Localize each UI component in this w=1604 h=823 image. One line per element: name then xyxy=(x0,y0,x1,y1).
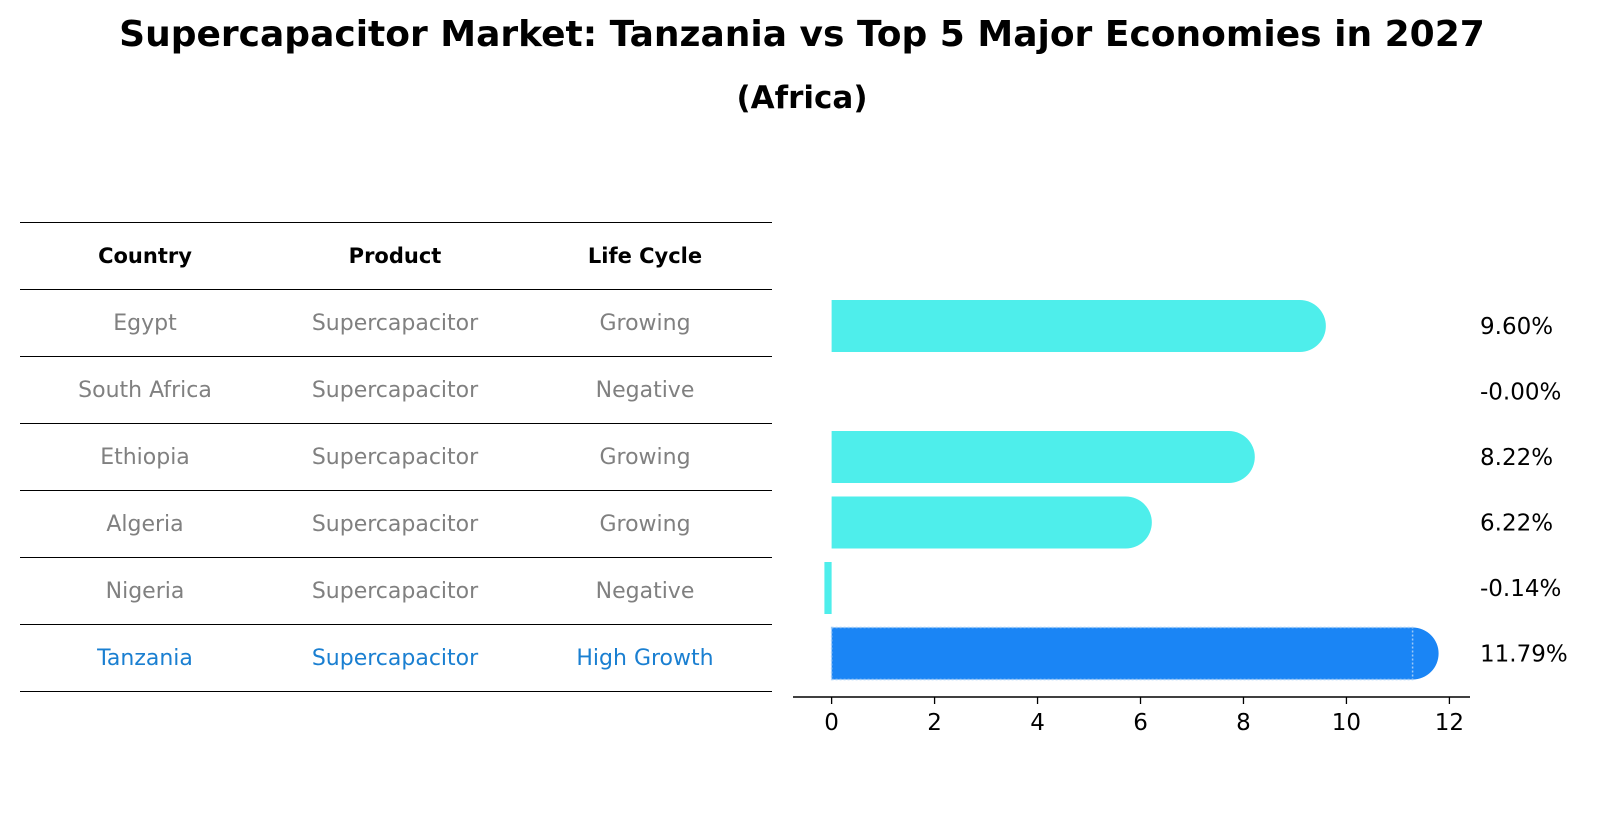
bar-tanzania xyxy=(831,627,1439,680)
cell-product: Supercapacitor xyxy=(311,645,479,671)
cell-product: Supercapacitor xyxy=(311,511,479,537)
chart-title: Supercapacitor Market: Tanzania vs Top 5… xyxy=(119,14,1485,55)
x-tick-label: 10 xyxy=(1332,710,1361,736)
table-row: South Africa Supercapacitor Negative xyxy=(20,356,772,423)
cell-country: South Africa xyxy=(78,377,212,403)
table-row: Nigeria Supercapacitor Negative xyxy=(20,557,772,624)
bar-egypt xyxy=(831,300,1326,352)
x-tick-label: 6 xyxy=(1133,710,1148,736)
value-label-ethiopia: 8.22% xyxy=(1480,445,1553,471)
table-header-row: Country Product Life Cycle xyxy=(20,222,772,289)
cell-country: Ethiopia xyxy=(100,444,190,470)
cell-product: Supercapacitor xyxy=(311,578,479,604)
x-tick-label: 0 xyxy=(824,710,839,736)
cell-product: Supercapacitor xyxy=(311,377,479,403)
header-life-cycle: Life Cycle xyxy=(587,244,703,268)
header-country: Country xyxy=(98,244,192,268)
cell-product: Supercapacitor xyxy=(311,310,479,336)
cell-country: Egypt xyxy=(113,310,177,336)
value-label-tanzania: 11.79% xyxy=(1480,642,1568,668)
value-label-nigeria: -0.14% xyxy=(1480,576,1561,602)
cell-life-cycle: Growing xyxy=(599,310,691,336)
cell-country: Nigeria xyxy=(105,578,185,604)
cell-life-cycle: Negative xyxy=(595,377,695,403)
table-row: Ethiopia Supercapacitor Growing xyxy=(20,423,772,490)
table-row: Algeria Supercapacitor Growing xyxy=(20,490,772,557)
x-tick-label: 12 xyxy=(1435,710,1464,736)
cell-life-cycle: Growing xyxy=(599,511,691,537)
cell-life-cycle: Growing xyxy=(599,444,691,470)
value-label-egypt: 9.60% xyxy=(1480,314,1553,340)
table-row: Egypt Supercapacitor Growing xyxy=(20,289,772,356)
bar-ethiopia xyxy=(831,431,1255,483)
header-product: Product xyxy=(348,244,442,268)
cell-product: Supercapacitor xyxy=(311,444,479,470)
value-label-algeria: 6.22% xyxy=(1480,511,1553,537)
chart-subtitle: (Africa) xyxy=(736,80,868,116)
table-row-highlight: Tanzania Supercapacitor High Growth xyxy=(20,624,772,692)
x-tick-label: 8 xyxy=(1236,710,1251,736)
cell-country: Algeria xyxy=(106,511,184,537)
cell-life-cycle: High Growth xyxy=(576,645,714,671)
bar-nigeria xyxy=(824,562,832,614)
value-label-south-africa: -0.00% xyxy=(1480,380,1561,406)
x-tick-label: 2 xyxy=(927,710,942,736)
cell-life-cycle: Negative xyxy=(595,578,695,604)
bar-algeria xyxy=(831,496,1152,549)
x-tick-label: 4 xyxy=(1030,710,1045,736)
data-table: Country Product Life Cycle Egypt Superca… xyxy=(20,222,772,692)
cell-country: Tanzania xyxy=(97,645,193,671)
